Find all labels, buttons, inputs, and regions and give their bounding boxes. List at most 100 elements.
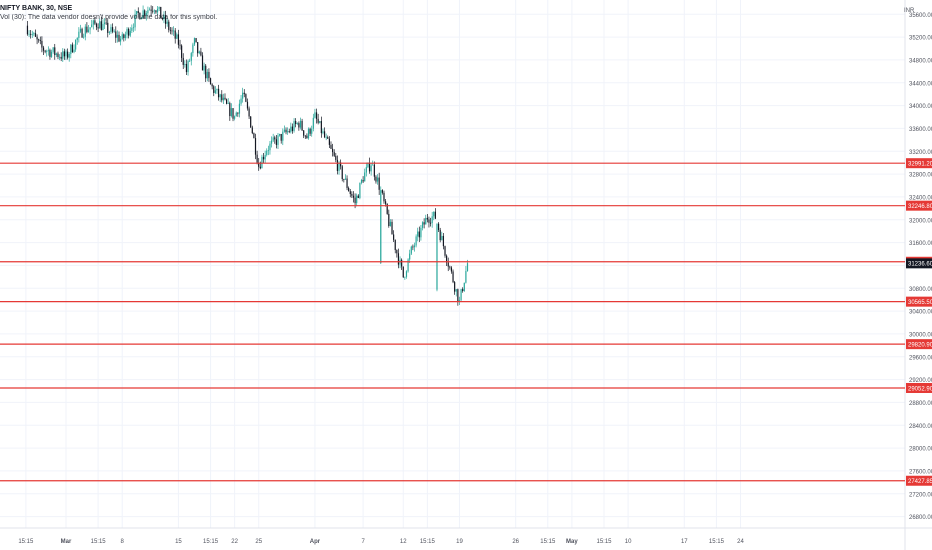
x-tick-label: 15 [175, 539, 182, 545]
candle-body [222, 97, 224, 101]
x-tick-label: 25 [255, 539, 262, 545]
x-tick-label: 15:15 [540, 539, 556, 545]
candle-body [368, 162, 371, 172]
candle-body [81, 28, 83, 38]
candle-body [307, 128, 310, 139]
candle-body [301, 120, 303, 131]
candle-body [274, 137, 276, 140]
candle-body [367, 162, 369, 168]
candle-body [238, 103, 241, 114]
candle-body [328, 138, 330, 145]
candle-body [230, 108, 233, 117]
candle-body [213, 86, 215, 93]
candle-body [176, 34, 178, 39]
candle-body [173, 30, 175, 32]
candle-body [463, 282, 465, 292]
candle-body [258, 162, 260, 167]
candle-body [360, 179, 363, 183]
candle-body [147, 10, 149, 14]
candle-body [31, 34, 33, 36]
currency-label[interactable]: INR [904, 8, 915, 14]
x-tick-label: 15:15 [420, 539, 436, 545]
candle-body [285, 129, 287, 133]
candle-body [251, 127, 253, 134]
candle-body [83, 36, 85, 38]
candle-body [254, 138, 257, 155]
candle-body [447, 262, 449, 267]
last-price-label: 31236.60 [908, 262, 932, 268]
candle-body [89, 27, 91, 30]
level-price-label: 32246.80 [908, 204, 932, 210]
candle-body [44, 50, 46, 52]
candle-body [325, 137, 327, 138]
x-tick-label: Mar [61, 539, 72, 545]
candle-body [124, 34, 127, 39]
candle-body [86, 26, 88, 33]
x-tick-label: 15:15 [203, 539, 219, 545]
candle-body [30, 33, 32, 35]
candle-body [331, 148, 334, 153]
candle-body [137, 11, 139, 14]
candle-body [383, 192, 385, 202]
x-tick-label: 15:15 [709, 539, 725, 545]
candle-body [118, 34, 120, 42]
candle-body [242, 92, 244, 99]
y-tick-label: 32400.00 [909, 195, 932, 201]
candle-body [224, 97, 226, 100]
candle-body [248, 108, 250, 117]
candle-body [103, 22, 106, 24]
level-price-label: 30565.50 [908, 300, 932, 306]
y-tick-label: 27600.00 [909, 469, 932, 475]
x-tick-label: 22 [231, 539, 238, 545]
candle-body [436, 223, 438, 290]
level-price-badge [906, 382, 932, 393]
x-tick-label: 24 [737, 539, 744, 545]
candle-body [47, 50, 49, 52]
candle-body [357, 195, 359, 198]
y-tick-label: 28000.00 [909, 447, 932, 453]
y-tick-label: 35200.00 [909, 36, 932, 42]
candle-body [433, 211, 435, 217]
candle-body [211, 84, 213, 87]
candle-body [100, 21, 102, 31]
candle-body [444, 246, 446, 256]
candle-body [413, 245, 416, 248]
y-tick-label: 33600.00 [909, 127, 932, 133]
candle-body [84, 26, 86, 37]
candle-body [283, 129, 286, 132]
candle-body [462, 289, 464, 292]
candle-body [389, 221, 392, 227]
candle-body [156, 8, 159, 13]
candle-body [57, 53, 59, 57]
candle-body [314, 112, 316, 118]
candle-body [359, 182, 361, 198]
candle-body [217, 88, 220, 98]
candle-body [195, 38, 197, 43]
candle-body [209, 78, 212, 85]
chart-legend: NIFTY BANK, 30, NSE Vol (30): The data v… [0, 4, 217, 22]
candle-body [226, 99, 228, 104]
candle-body [34, 33, 37, 37]
candle-body [36, 36, 38, 40]
candle-body [28, 33, 30, 35]
candle-body [261, 156, 263, 169]
level-price-label: 32991.20 [908, 161, 932, 167]
y-tick-label: 26800.00 [909, 515, 932, 521]
candle-body [50, 51, 53, 57]
symbol-label[interactable]: NIFTY BANK, 30, NSE [0, 5, 73, 12]
candle-body [455, 289, 457, 292]
candle-body [431, 216, 433, 224]
level-price-label: 29820.90 [908, 342, 932, 348]
candle-body [295, 121, 297, 125]
y-tick-label: 34000.00 [909, 104, 932, 110]
candle-body [102, 23, 104, 31]
candle-body [372, 164, 374, 166]
candle-body [267, 150, 269, 152]
candle-body [354, 197, 356, 204]
candle-body [365, 167, 367, 173]
x-tick-label: 15:15 [91, 539, 107, 545]
x-tick-label: Apr [310, 539, 321, 545]
level-price-badge [906, 339, 932, 350]
candle-body [256, 154, 258, 163]
